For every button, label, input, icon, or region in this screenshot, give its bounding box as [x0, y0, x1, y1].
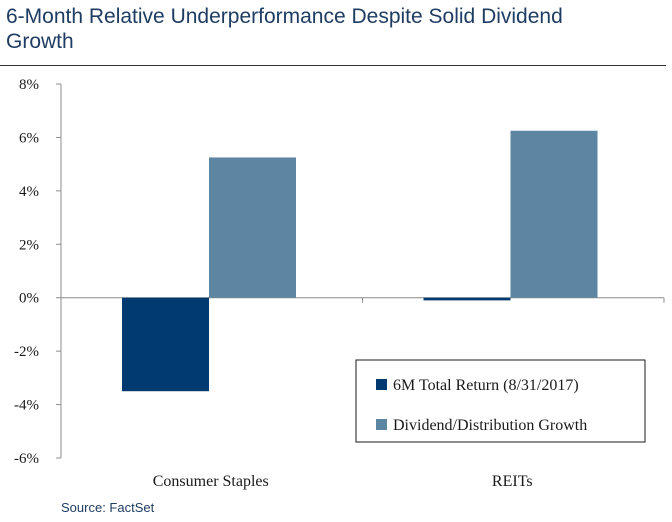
legend-swatch [376, 419, 387, 430]
y-tick-label: -4% [14, 398, 39, 414]
x-category-label: REITs [492, 473, 533, 490]
x-category-label: Consumer Staples [153, 473, 269, 490]
bar-dividend-growth [209, 157, 296, 298]
labels: 8% 6% 4% 2% 0% -2% -4% -6% Consumer Staples REITs [14, 77, 533, 490]
legend-label: 6M Total Return (8/31/2017) [393, 377, 579, 394]
y-tick-label: 6% [19, 130, 39, 146]
bar-total-return [423, 297, 511, 301]
chart-title: 6-Month Relative Underperformance Despit… [6, 5, 563, 53]
bar-total-return [122, 297, 209, 392]
y-tick-label: -2% [14, 344, 39, 360]
y-tick-label: -6% [14, 451, 39, 467]
legend-label: Dividend/Distribution Growth [393, 417, 587, 434]
y-tick-label: 2% [19, 237, 39, 253]
bar-dividend-growth [510, 130, 598, 298]
legend-box [355, 359, 646, 443]
source-note: Source: FactSet [61, 500, 155, 515]
y-tick-label: 4% [19, 184, 39, 200]
y-tick-label: 0% [19, 291, 39, 307]
bars [122, 130, 598, 392]
y-tick-label: 8% [19, 77, 39, 93]
legend: 6M Total Return (8/31/2017) Dividend/Dist… [355, 359, 646, 443]
legend-swatch [376, 379, 387, 390]
title-divider [0, 65, 666, 66]
